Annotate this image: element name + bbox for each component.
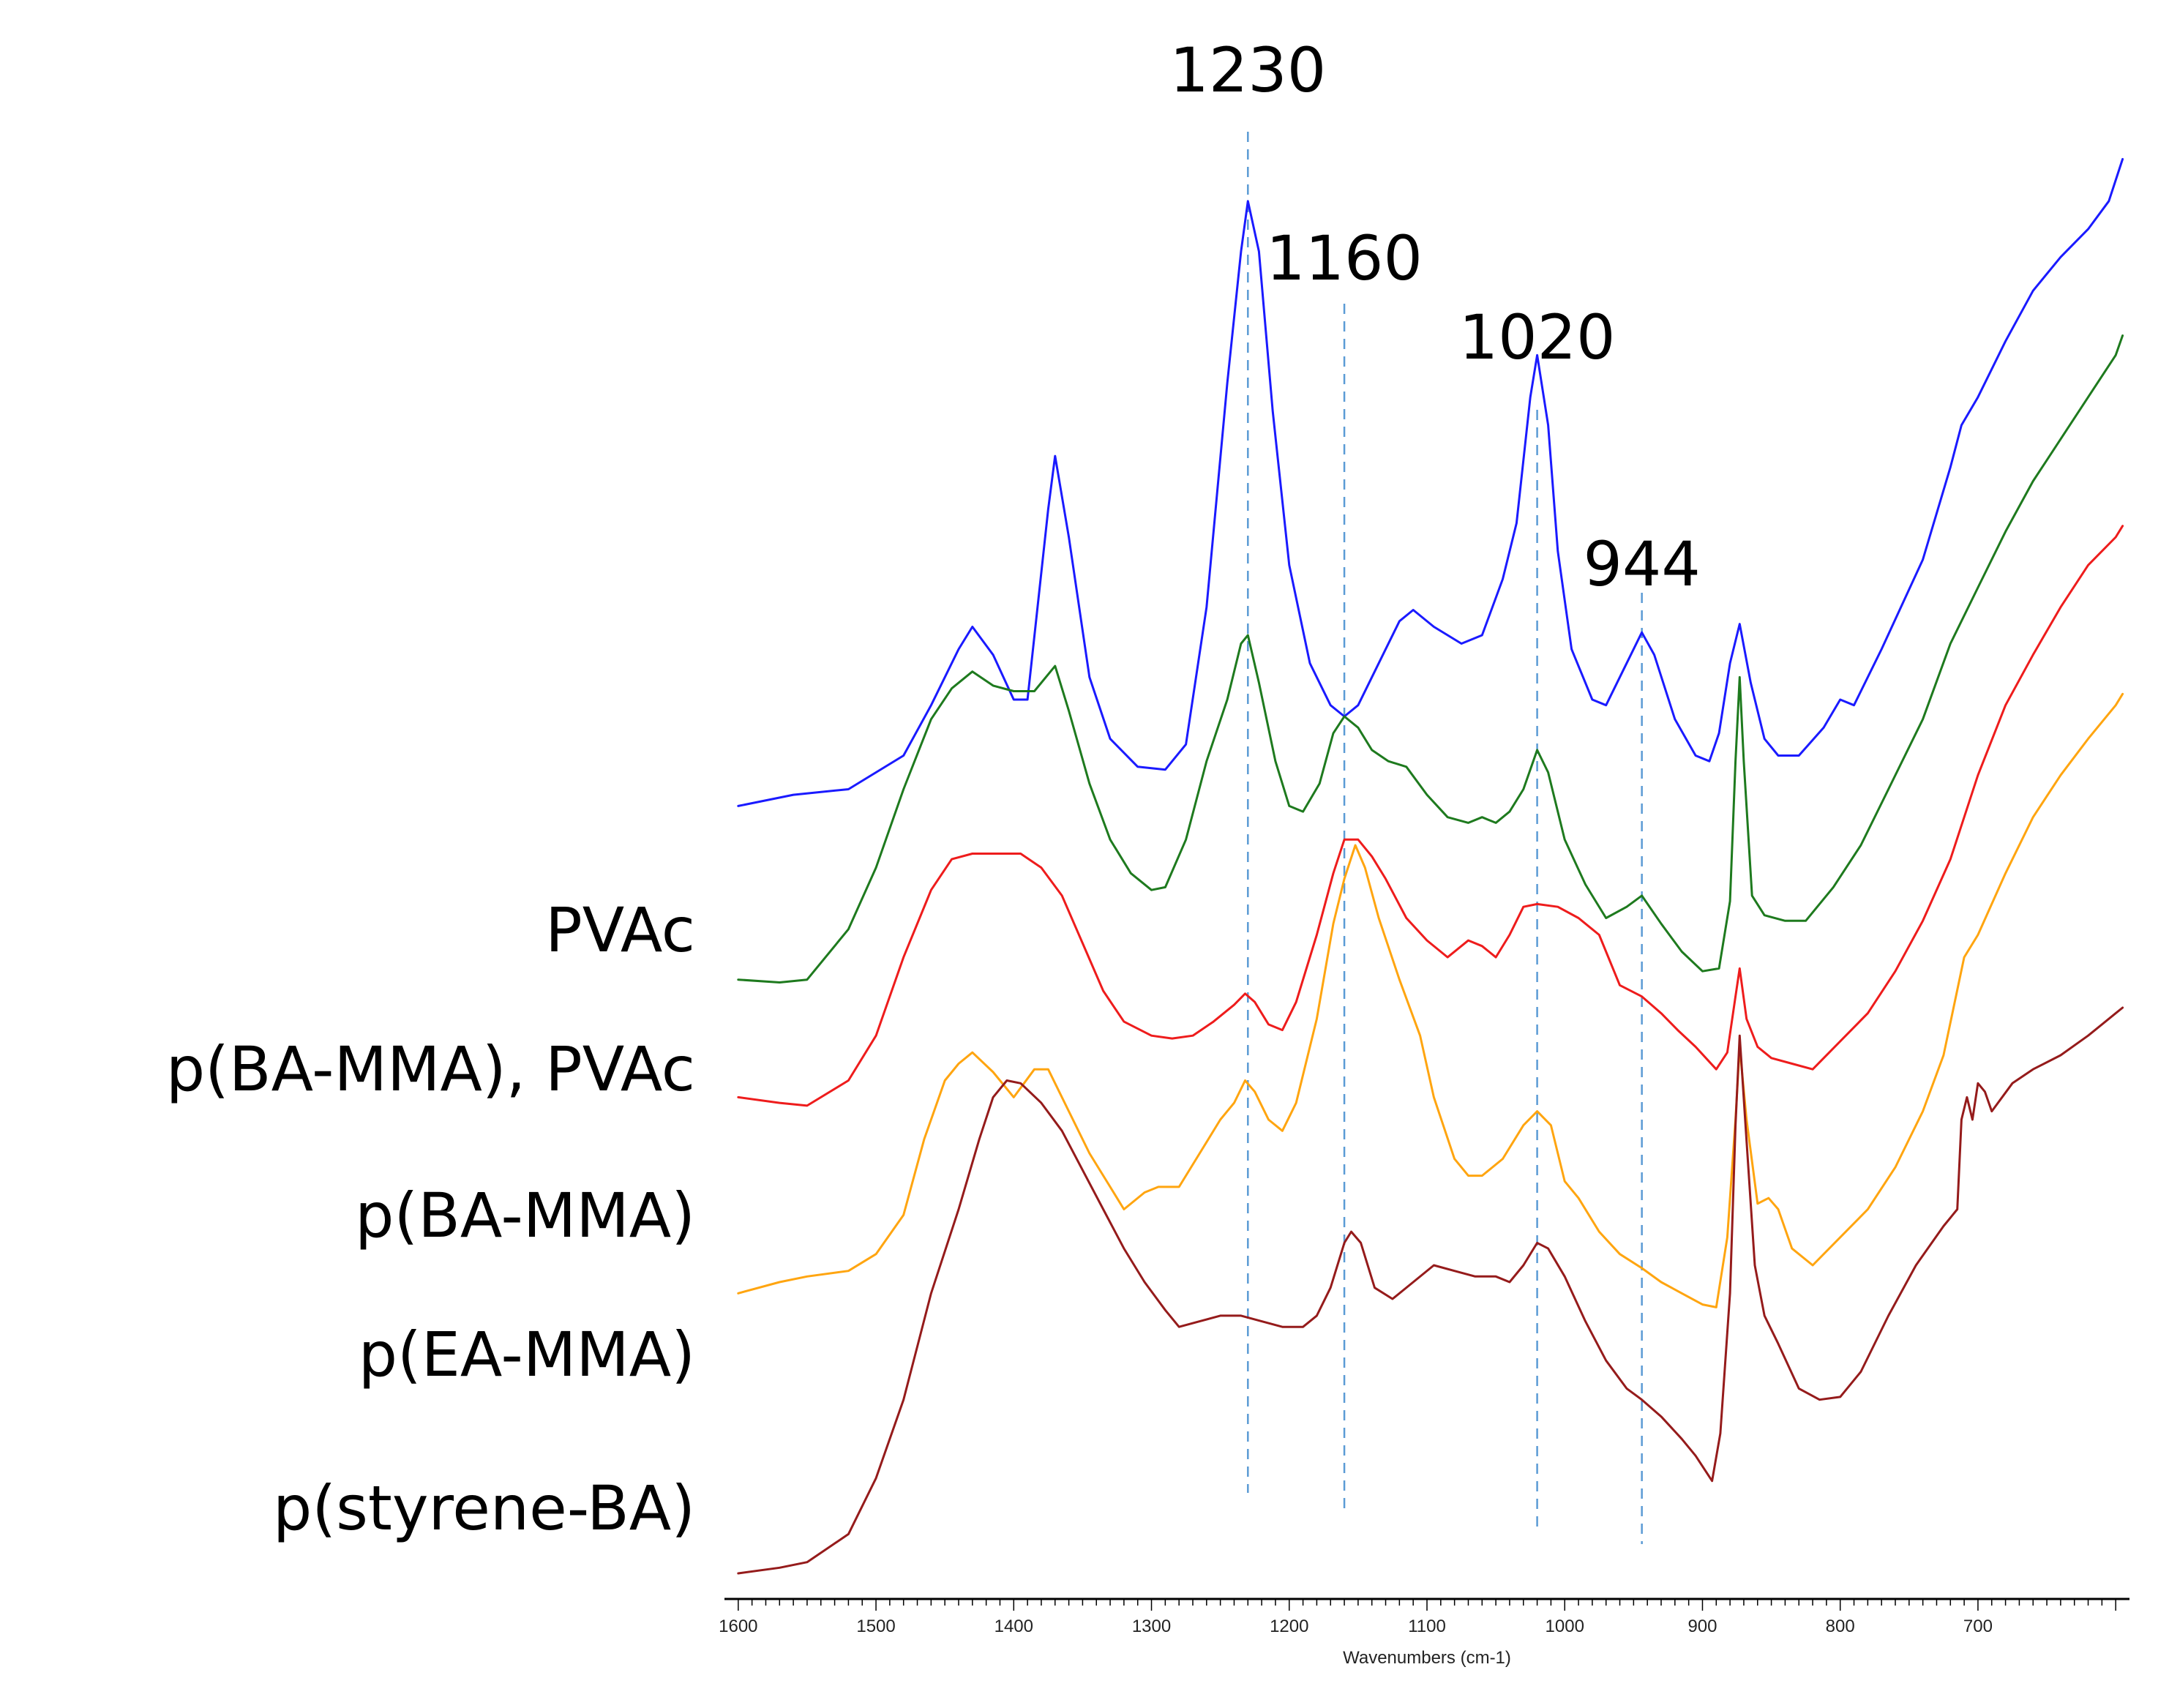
x-tick-label-1600: 1600	[719, 1617, 757, 1636]
x-tick-label-700: 700	[1963, 1617, 1993, 1636]
x-axis-title: Wavenumbers (cm-1)	[1343, 1648, 1511, 1668]
x-tick-label-1100: 1100	[1408, 1617, 1446, 1636]
x-tick-label-900: 900	[1687, 1617, 1717, 1636]
series-label-2: p(BA-MMA), PVAc	[166, 1033, 695, 1105]
series-line-4	[737, 692, 2124, 1308]
series-line-5	[737, 1006, 2124, 1575]
peak-labels: 1230 1160 1020 944	[1169, 34, 1700, 600]
series-label-4: p(EA-MMA)	[359, 1319, 695, 1390]
x-tick-label-1500: 1500	[856, 1617, 895, 1636]
series-line-1	[737, 157, 2124, 807]
series-label-3: p(BA-MMA)	[355, 1180, 695, 1251]
x-tick-label-1300: 1300	[1132, 1617, 1171, 1636]
spectra-series	[737, 157, 2124, 1575]
x-tick-label-1200: 1200	[1270, 1617, 1308, 1636]
peak-label-1020: 1020	[1459, 301, 1616, 373]
peak-label-1160: 1160	[1266, 222, 1423, 294]
x-tick-label-800: 800	[1826, 1617, 1855, 1636]
series-label-1: PVAc	[545, 894, 695, 966]
series-labels: PVAc p(BA-MMA), PVAc p(BA-MMA) p(EA-MMA) p(s…	[166, 894, 695, 1544]
peak-marker-lines	[1247, 132, 1643, 1544]
series-label-5: p(styrene-BA)	[273, 1472, 695, 1544]
x-tick-label-1400: 1400	[994, 1617, 1033, 1636]
series-line-2	[737, 334, 2124, 984]
x-axis: 1600 1500 1400 1300 1200 1100 1000 900 800 700 Wav…	[719, 1597, 2129, 1668]
series-line-3	[737, 525, 2124, 1107]
x-tick-label-1000: 1000	[1546, 1617, 1584, 1636]
peak-label-944: 944	[1583, 528, 1700, 600]
peak-label-1230: 1230	[1169, 34, 1326, 106]
